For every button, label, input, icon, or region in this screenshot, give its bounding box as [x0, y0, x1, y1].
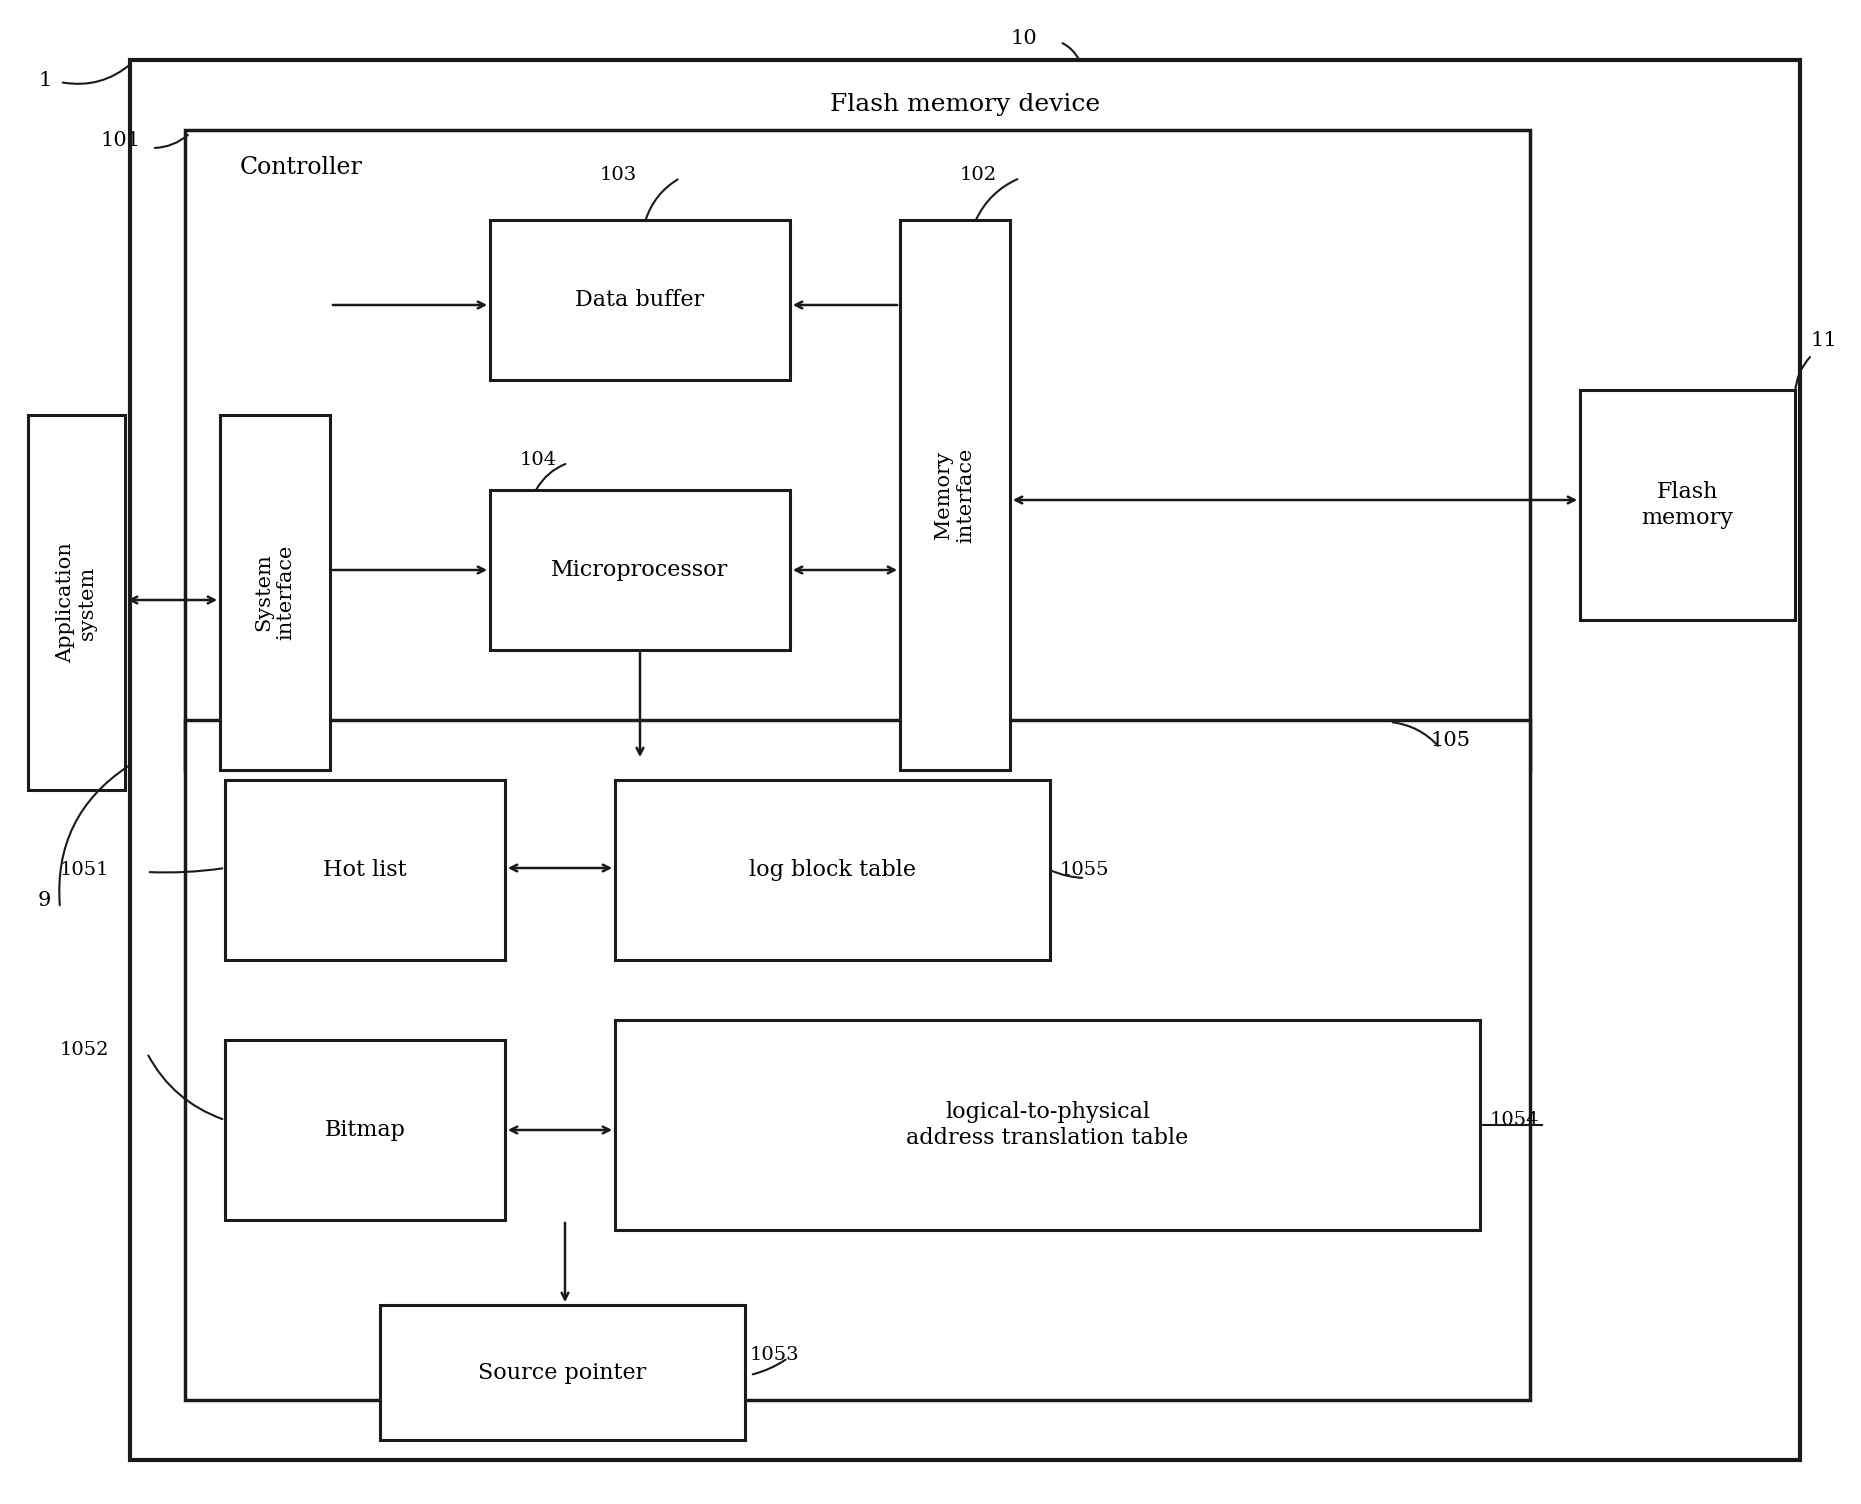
- Bar: [489, 490, 791, 650]
- Text: Application
system: Application system: [56, 541, 97, 663]
- Text: Hot list: Hot list: [324, 859, 408, 881]
- Text: 10: 10: [1011, 29, 1037, 48]
- Text: Data buffer: Data buffer: [575, 289, 705, 311]
- Text: Source pointer: Source pointer: [478, 1361, 646, 1384]
- Text: 1052: 1052: [60, 1041, 110, 1059]
- Bar: [184, 720, 1530, 1400]
- Bar: [130, 60, 1800, 1460]
- Bar: [225, 781, 504, 960]
- Text: 1: 1: [37, 71, 52, 90]
- Text: Flash
memory: Flash memory: [1641, 481, 1733, 529]
- Text: 104: 104: [519, 451, 556, 469]
- Bar: [901, 220, 1011, 770]
- Text: 1054: 1054: [1491, 1111, 1539, 1130]
- Bar: [225, 1039, 504, 1220]
- Text: 9: 9: [37, 890, 52, 910]
- Bar: [614, 781, 1050, 960]
- Text: System
interface: System interface: [255, 544, 296, 641]
- Text: 105: 105: [1429, 731, 1470, 749]
- Text: Bitmap: Bitmap: [324, 1119, 406, 1142]
- Text: log block table: log block table: [748, 859, 916, 881]
- Text: 103: 103: [599, 165, 636, 183]
- Text: 1051: 1051: [60, 860, 110, 878]
- Bar: [184, 129, 1530, 770]
- Bar: [380, 1305, 744, 1439]
- Text: 1055: 1055: [1061, 860, 1109, 878]
- Bar: [614, 1020, 1479, 1230]
- Text: 101: 101: [100, 131, 140, 149]
- Text: 1053: 1053: [750, 1346, 800, 1364]
- Bar: [1580, 390, 1796, 620]
- Bar: [220, 415, 329, 770]
- Bar: [489, 220, 791, 381]
- Text: Microprocessor: Microprocessor: [551, 559, 730, 581]
- Text: Flash memory device: Flash memory device: [830, 93, 1100, 116]
- Text: 11: 11: [1811, 331, 1837, 349]
- Text: Controller: Controller: [240, 156, 363, 179]
- Text: logical-to-physical
address translation table: logical-to-physical address translation …: [906, 1101, 1189, 1149]
- Text: Memory
interface: Memory interface: [934, 447, 975, 543]
- Bar: [28, 415, 125, 790]
- Text: 102: 102: [960, 165, 997, 183]
